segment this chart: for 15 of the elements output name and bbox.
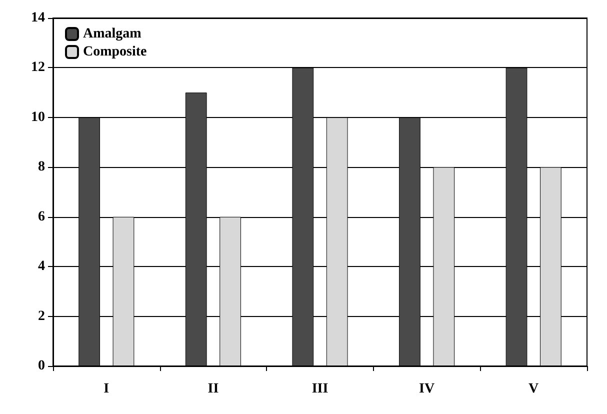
y-tick-label: 2 <box>38 308 45 324</box>
y-tick-label: 10 <box>31 110 45 125</box>
x-tick-label: V <box>528 382 539 396</box>
x-tick-label: II <box>208 382 219 396</box>
x-tick-label: III <box>312 382 328 396</box>
y-tick-label: 0 <box>38 358 45 374</box>
legend-label: Amalgam <box>83 26 142 42</box>
legend-label: Composite <box>83 44 147 60</box>
y-tick-label: 14 <box>31 10 45 26</box>
x-tick-label: IV <box>419 382 435 396</box>
y-tick-label: 4 <box>38 259 45 274</box>
x-tick-label: I <box>104 382 110 396</box>
y-tick-label: 12 <box>31 60 45 76</box>
y-tick-label: 8 <box>38 160 45 175</box>
y-tick-label: 6 <box>38 209 45 224</box>
